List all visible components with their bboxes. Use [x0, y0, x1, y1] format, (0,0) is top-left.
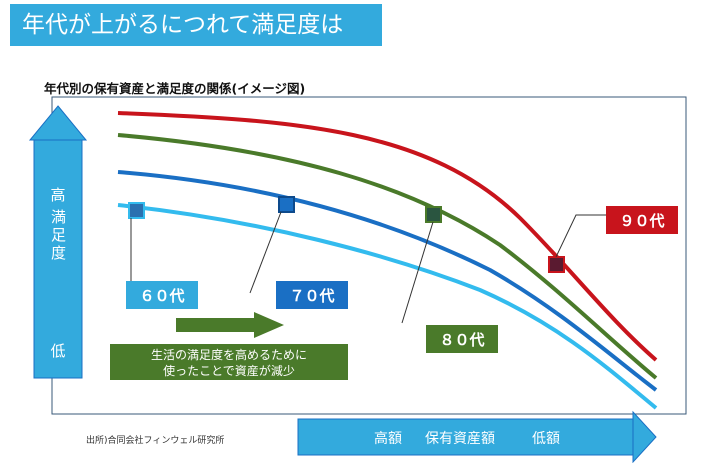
label-box-70s	[276, 281, 348, 309]
leader-70s	[249, 211, 282, 294]
label-60s: ６０代	[139, 287, 184, 305]
marker-70s	[278, 196, 295, 213]
y-axis-arrow-head	[28, 105, 88, 141]
marker-60s	[128, 202, 145, 219]
note-arrow-shaft	[176, 318, 256, 332]
source-note: 出所)合同会社フィンウェル研究所	[86, 436, 225, 446]
page-title: 年代が上がるにつれて満足度は	[10, 4, 382, 46]
x-axis-arrow-head	[632, 410, 657, 463]
y-axis-label: 満足度	[49, 209, 67, 263]
curve-70s	[117, 170, 658, 392]
x-axis-label: 保有資産額	[425, 431, 495, 447]
note-arrow-head	[254, 312, 284, 338]
curve-80s	[117, 133, 658, 380]
x-axis-high: 高額	[374, 430, 402, 447]
x-axis-low: 低額	[532, 431, 560, 447]
leader-80s	[401, 221, 434, 324]
label-box-60s	[126, 281, 198, 309]
note-line-1: 生活の満足度を高めるために	[151, 347, 307, 362]
y-axis-low: 低	[50, 342, 65, 360]
note-line-2: 使ったことで資産が減少	[163, 363, 295, 378]
label-80s: ８０代	[439, 331, 484, 349]
label-90s: ９０代	[619, 212, 664, 230]
marker-90s	[548, 256, 565, 273]
diagram-subtitle: 年代別の保有資産と満足度の関係(イメージ図)	[44, 81, 306, 96]
leader-90s	[555, 214, 606, 258]
curve-90s	[117, 111, 658, 362]
curve-60s	[117, 203, 658, 410]
marker-80s	[425, 206, 442, 223]
note-box	[110, 344, 348, 380]
label-box-80s	[426, 325, 498, 353]
y-axis-high: 高	[50, 186, 65, 204]
label-70s: ７０代	[289, 287, 334, 305]
x-axis-arrow-body	[297, 418, 635, 456]
label-box-90s	[606, 206, 678, 234]
